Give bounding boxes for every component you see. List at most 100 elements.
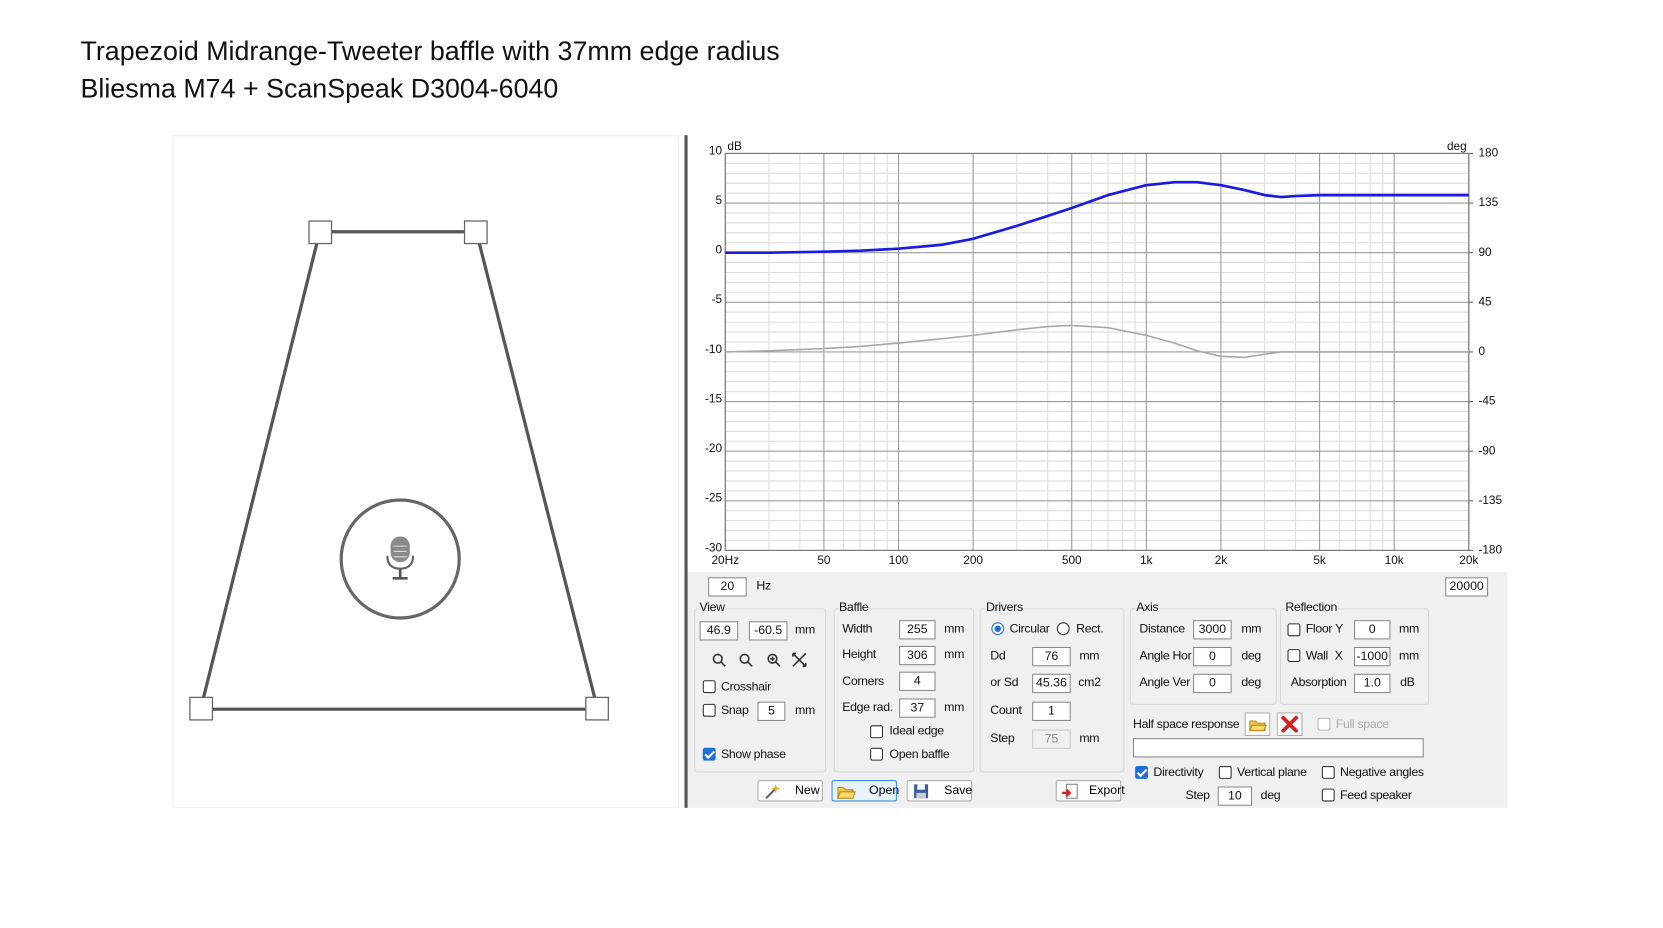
checkbox[interactable] <box>702 680 716 694</box>
baffle-group <box>833 608 975 773</box>
field-label: Height <box>842 648 876 662</box>
splitter[interactable] <box>684 135 688 808</box>
freq-to[interactable]: 20000 <box>1445 577 1489 597</box>
export-button[interactable]: Export <box>1055 779 1125 802</box>
save-button[interactable]: Save <box>906 779 973 802</box>
y-tick-label: -25 <box>705 491 722 505</box>
y-axis-unit: dB <box>727 139 742 153</box>
field-label: Distance <box>1139 622 1185 636</box>
field-label: Step <box>1185 789 1210 802</box>
view-y[interactable]: -60.5 <box>748 621 788 641</box>
checkbox[interactable] <box>870 725 883 739</box>
checkbox-label: Open baffle <box>889 748 950 762</box>
checkbox[interactable] <box>1321 766 1335 779</box>
input[interactable]: 3000 <box>1193 620 1232 640</box>
checkbox[interactable] <box>1218 766 1232 779</box>
checkbox[interactable] <box>702 747 716 761</box>
field-label: Dd <box>990 649 1006 663</box>
input[interactable]: 10 <box>1217 786 1253 806</box>
driver-circle[interactable] <box>339 498 461 620</box>
reflection-group <box>1279 608 1430 705</box>
field-label: Count <box>990 704 1022 718</box>
response-chart: 20Hz 50 100 200 500 1k 2k 5k 10k 20k1050-5-10-15-… <box>705 139 1503 567</box>
radio[interactable] <box>991 622 1005 636</box>
unit: mm <box>944 701 965 715</box>
checkbox[interactable] <box>1135 766 1149 779</box>
open-button[interactable]: Open <box>831 779 899 802</box>
field-label: Angle Ver <box>1139 676 1191 690</box>
y2-axis-unit: deg <box>1447 139 1467 153</box>
field-label: Step <box>990 732 1015 746</box>
input[interactable]: 1 <box>1032 701 1071 721</box>
checkbox[interactable] <box>1321 788 1335 802</box>
input[interactable]: 1.0 <box>1353 673 1391 694</box>
checkbox-label: Feed speaker <box>1340 789 1412 802</box>
x-tick-label: 10k <box>1385 553 1404 567</box>
input[interactable]: 0 <box>1193 673 1232 694</box>
checkbox-label: Full space <box>1335 718 1389 732</box>
group-label: Reflection <box>1285 601 1337 616</box>
button-label: Save <box>944 784 973 798</box>
axis-group <box>1129 608 1277 705</box>
unit: deg <box>1260 789 1281 802</box>
checkbox-label: Ideal edge <box>889 724 944 738</box>
open-file-button[interactable] <box>1244 712 1271 737</box>
series-line <box>725 324 1469 359</box>
unit: deg <box>1241 649 1261 663</box>
group-label: Baffle <box>839 601 869 616</box>
input[interactable]: 0 <box>1193 646 1232 667</box>
checkbox <box>1317 717 1331 731</box>
unit: mm <box>1399 622 1419 636</box>
input[interactable]: -1000 <box>1353 646 1391 667</box>
input[interactable]: 45.36 <box>1032 673 1071 694</box>
y-tick-label: 5 <box>715 193 722 207</box>
title-line: Bliesma M74 + ScanSpeak D3004-6040 <box>80 74 559 105</box>
y-tick-label: -15 <box>705 391 722 405</box>
y-tick-label: -20 <box>705 441 722 455</box>
button-label: Export <box>1088 784 1125 798</box>
y-tick-label: -5 <box>712 292 723 306</box>
unit: mm <box>944 648 965 662</box>
series-line <box>725 180 1469 255</box>
input[interactable]: 306 <box>899 645 936 666</box>
x-tick-label: 20k <box>1459 553 1478 567</box>
checkbox-label: Negative angles <box>1340 766 1424 780</box>
checkbox[interactable] <box>870 747 883 761</box>
corner-handles[interactable] <box>189 220 609 721</box>
zoom-tools[interactable] <box>708 650 811 669</box>
input[interactable]: 255 <box>899 620 936 640</box>
file-path[interactable] <box>1132 738 1424 758</box>
y2-tick-label: -90 <box>1478 443 1495 457</box>
checkbox[interactable] <box>1287 649 1301 662</box>
input[interactable]: 4 <box>899 671 936 691</box>
unit: mm <box>1079 649 1100 663</box>
view-x[interactable]: 46.9 <box>699 621 739 641</box>
y2-tick-label: 90 <box>1478 245 1492 259</box>
input[interactable]: 76 <box>1032 646 1071 667</box>
field-label: or Sd <box>990 676 1019 690</box>
freq-from[interactable]: 20 <box>708 577 747 597</box>
field-label: Width <box>842 622 873 636</box>
x-tick-label: 5k <box>1313 553 1326 567</box>
y2-tick-label: 135 <box>1478 195 1498 209</box>
field-label: Absorption <box>1290 676 1347 690</box>
y-tick-label: -30 <box>705 540 722 554</box>
field-label: X <box>1334 649 1343 663</box>
clear-button[interactable] <box>1276 712 1303 737</box>
radio[interactable] <box>1056 622 1070 636</box>
y2-tick-label: 180 <box>1478 146 1498 160</box>
checkbox[interactable] <box>702 703 716 717</box>
checkbox-label: Floor Y <box>1305 622 1344 636</box>
checkbox[interactable] <box>1287 623 1301 637</box>
radio-label: Rect. <box>1076 622 1104 636</box>
input[interactable]: 0 <box>1353 620 1391 640</box>
mic-icon <box>386 536 415 580</box>
view-group <box>694 608 827 773</box>
y2-tick-label: -45 <box>1478 394 1495 408</box>
input[interactable]: 37 <box>899 698 936 718</box>
new-button[interactable]: New <box>757 779 823 802</box>
snap-input[interactable]: 5 <box>757 701 786 721</box>
unit: mm <box>795 704 815 718</box>
y2-tick-label: -135 <box>1478 493 1502 507</box>
